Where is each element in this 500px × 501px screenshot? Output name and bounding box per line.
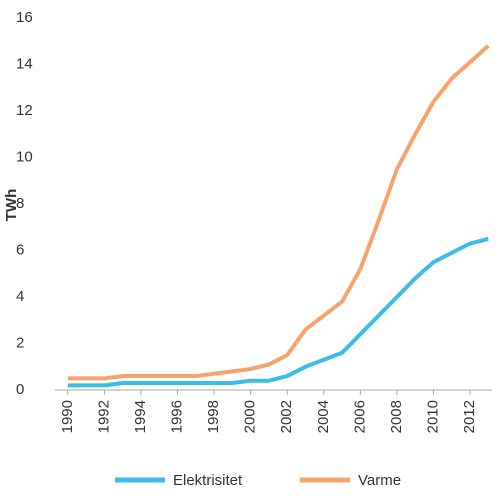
x-tick-label: 1994 — [132, 400, 149, 433]
y-tick-label: 12 — [16, 102, 33, 119]
x-tick-label: 2010 — [424, 400, 441, 433]
y-tick-label: 8 — [16, 195, 24, 212]
y-tick-label: 6 — [16, 241, 24, 258]
x-tick-label: 1990 — [59, 400, 76, 433]
series-line — [67, 44, 490, 381]
x-tick-label: 2012 — [461, 400, 478, 433]
x-tick-label: 2000 — [242, 400, 259, 433]
x-tick-label: 2008 — [388, 400, 405, 433]
y-tick-label: 14 — [16, 55, 33, 72]
series-line — [67, 236, 489, 388]
x-tick-label: 1996 — [168, 400, 185, 433]
x-tick-label: 2002 — [278, 400, 295, 433]
legend-label: Varme — [358, 472, 401, 489]
x-tick-label: 1998 — [205, 400, 222, 433]
x-tick-label: 2004 — [315, 400, 332, 433]
x-tick-label: 1992 — [95, 400, 112, 433]
y-axis-label: TWh — [3, 189, 20, 221]
x-tick-label: 2006 — [351, 400, 368, 433]
y-tick-label: 0 — [16, 381, 24, 398]
y-tick-label: 10 — [16, 148, 33, 165]
legend-label: Elektrisitet — [173, 472, 243, 489]
y-tick-label: 2 — [16, 334, 24, 351]
y-tick-label: 16 — [16, 9, 33, 26]
y-tick-label: 4 — [16, 288, 24, 305]
